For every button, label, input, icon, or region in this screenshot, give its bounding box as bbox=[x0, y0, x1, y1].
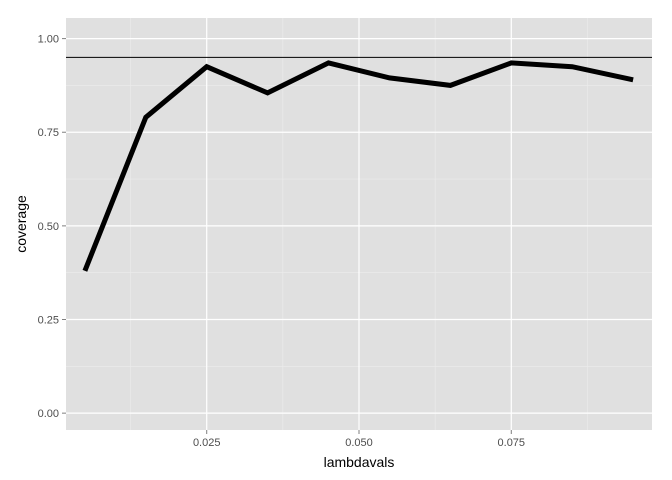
y-tick-label: 0.50 bbox=[38, 221, 59, 233]
y-tick-label: 0.25 bbox=[38, 315, 59, 327]
y-tick-label: 1.00 bbox=[38, 34, 59, 46]
coverage-series-line bbox=[82, 60, 634, 272]
data-marks bbox=[66, 56, 652, 272]
x-tick-label: 0.025 bbox=[193, 437, 221, 449]
x-axis: 0.025 0.050 0.075 bbox=[193, 430, 525, 449]
x-tick-label: 0.050 bbox=[345, 437, 373, 449]
x-tick-label: 0.075 bbox=[498, 437, 526, 449]
x-axis-title: lambdavals bbox=[324, 454, 395, 470]
y-tick-label: 0.75 bbox=[38, 127, 59, 139]
y-axis-title: coverage bbox=[13, 195, 29, 253]
y-axis: 0.00 0.25 0.50 0.75 1.00 bbox=[38, 34, 66, 420]
y-tick-label: 0.00 bbox=[38, 408, 59, 420]
major-gridlines bbox=[66, 18, 652, 430]
